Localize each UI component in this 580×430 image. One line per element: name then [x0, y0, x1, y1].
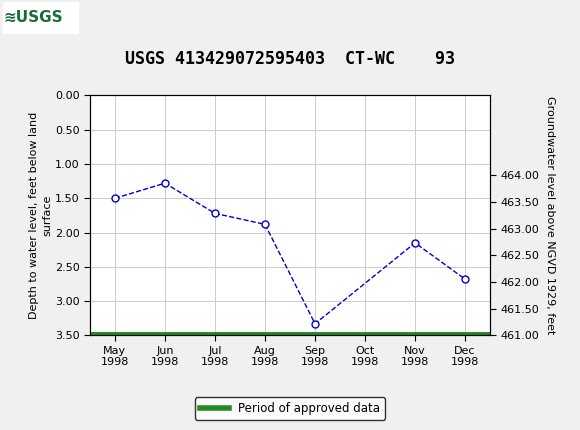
- FancyBboxPatch shape: [3, 2, 78, 34]
- Y-axis label: Groundwater level above NGVD 1929, feet: Groundwater level above NGVD 1929, feet: [545, 96, 555, 335]
- Text: USGS 413429072595403  CT-WC    93: USGS 413429072595403 CT-WC 93: [125, 49, 455, 68]
- Text: ≋USGS: ≋USGS: [3, 10, 63, 25]
- Legend: Period of approved data: Period of approved data: [195, 397, 385, 420]
- Y-axis label: Depth to water level, feet below land
surface: Depth to water level, feet below land su…: [29, 112, 52, 319]
